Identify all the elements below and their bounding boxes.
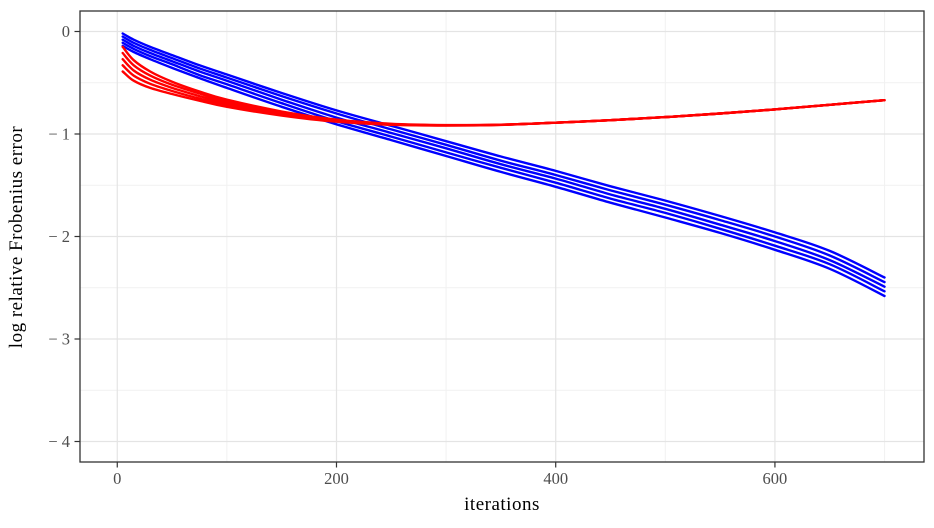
series-line-blue-run-5 (121, 44, 886, 298)
y-tick-labels: 0 − 1 − 2 − 3 − 4 (48, 22, 70, 451)
axis-ticks (74, 30, 776, 468)
y-tick-label: − 4 (48, 432, 70, 451)
y-tick-label: − 3 (48, 330, 70, 349)
series-line-blue-run-4 (121, 41, 886, 293)
y-tick-label: − 1 (48, 125, 70, 144)
series-line-blue-run-1 (121, 32, 886, 279)
x-axis-title: iterations (464, 494, 540, 515)
x-tick-label: 200 (324, 469, 349, 488)
x-tick-label: 600 (763, 469, 788, 488)
y-tick-label: 0 (62, 22, 70, 41)
x-tick-label: 400 (543, 469, 568, 488)
x-tick-label: 0 (113, 469, 121, 488)
x-tick-labels: 0 200 400 600 (113, 469, 787, 488)
series-line-red-run-5 (121, 70, 886, 127)
grid-major (80, 11, 924, 462)
series-line-blue-run-3 (121, 38, 886, 288)
y-axis-title: log relative Frobenius error (6, 125, 27, 349)
series-lines (121, 32, 886, 298)
y-tick-label: − 2 (48, 227, 70, 246)
series-line-blue-run-2 (121, 35, 886, 284)
